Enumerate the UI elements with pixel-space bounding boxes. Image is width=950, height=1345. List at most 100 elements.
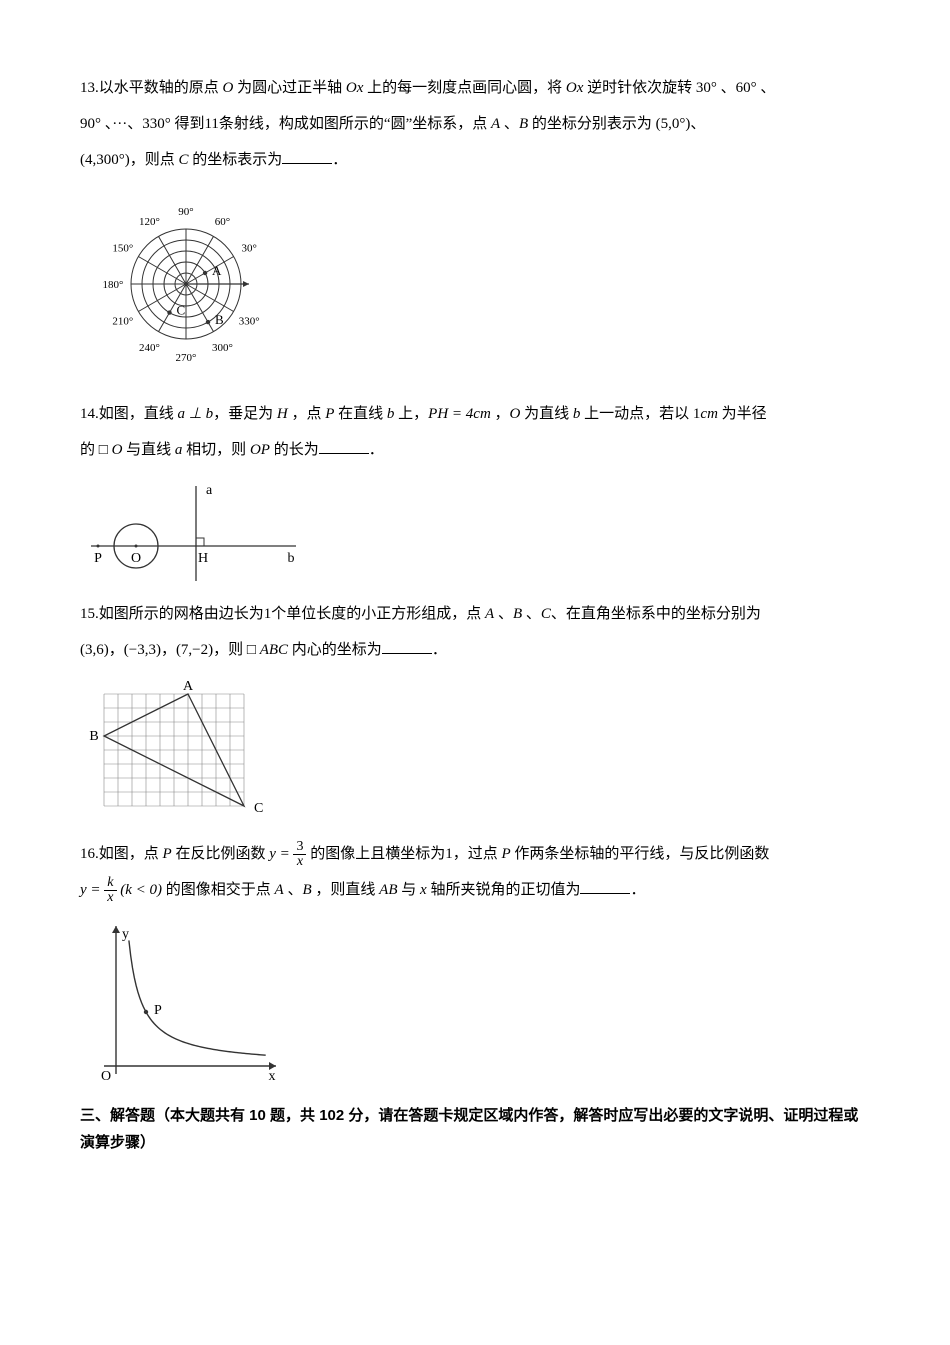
t: 如图，点	[99, 846, 163, 862]
den: x	[293, 855, 306, 870]
t: 以水平数轴的原点	[99, 80, 223, 96]
t: ．	[432, 642, 447, 658]
q15-num: 15.	[80, 606, 99, 622]
x: x	[420, 882, 427, 898]
blank-14[interactable]	[319, 438, 369, 454]
t: 上一动点，若以 1	[580, 406, 700, 422]
svg-text:B: B	[89, 729, 98, 744]
P2: P	[502, 846, 511, 862]
t: ，点	[288, 406, 326, 422]
svg-text:C: C	[177, 303, 186, 318]
t: 内心的坐标为	[288, 642, 382, 658]
t: 与直线	[122, 442, 175, 458]
svg-text:B: B	[215, 312, 224, 327]
svg-text:P: P	[154, 1003, 162, 1018]
num: 3	[293, 840, 306, 855]
sym-B: B	[519, 116, 528, 132]
num: k	[104, 876, 116, 891]
t: ．	[332, 152, 347, 168]
question-15: 15.如图所示的网格由边长为1个单位长度的小正方形组成，点 A 、B 、C、在直…	[80, 596, 870, 668]
PH: PH = 4cm	[428, 406, 491, 422]
t: 、	[494, 606, 513, 622]
t: 作两条坐标轴的平行线，与反比例函数	[511, 846, 770, 862]
frac1: 3x	[293, 840, 306, 870]
svg-text:H: H	[198, 551, 208, 566]
t: 为圆心过正半轴	[233, 80, 346, 96]
svg-text:O: O	[131, 551, 141, 566]
question-16: 16.如图，点 P 在反比例函数 y = 3x 的图像上且横坐标为1，过点 P …	[80, 836, 870, 908]
svg-text:30°: 30°	[242, 243, 257, 255]
question-13: 13.以水平数轴的原点 O 为圆心过正半轴 Ox 上的每一刻度点画同心圆，将 O…	[80, 70, 870, 178]
cond: (k < 0)	[120, 882, 162, 898]
blank-16[interactable]	[580, 878, 630, 894]
svg-text:x: x	[269, 1069, 276, 1084]
t: 上，	[394, 406, 428, 422]
q13-num: 13.	[80, 80, 99, 96]
cm: cm	[700, 406, 718, 422]
t: 的坐标分别表示为 (5,0°)、	[528, 116, 705, 132]
t: ，垂足为	[213, 406, 277, 422]
t: 90° 、···、330° 得到11条射线，构成如图所示的“圆”坐标系，点	[80, 116, 491, 132]
t: 上的每一刻度点画同心圆，将	[363, 80, 566, 96]
t: 为直线	[520, 406, 573, 422]
P: P	[325, 406, 334, 422]
A: A	[485, 606, 494, 622]
t: 在直线	[334, 406, 387, 422]
t: 的长为	[270, 442, 319, 458]
t: ．	[369, 442, 384, 458]
t: ．	[630, 882, 645, 898]
perpendicular-diagram: POHab	[86, 476, 306, 586]
svg-text:240°: 240°	[139, 342, 160, 354]
sym-Ox: Ox	[346, 80, 364, 96]
svg-text:180°: 180°	[103, 279, 124, 291]
t: 为半径	[718, 406, 767, 422]
P: P	[163, 846, 172, 862]
sym-C: C	[179, 152, 189, 168]
svg-text:P: P	[94, 551, 102, 566]
perp: a ⊥ b	[178, 406, 214, 422]
svg-text:210°: 210°	[112, 316, 133, 328]
t: 的图像上且横坐标为1，过点	[306, 846, 501, 862]
ABC: ABC	[260, 642, 288, 658]
figure-16: PyxO	[86, 916, 870, 1086]
blank-15[interactable]	[382, 638, 432, 654]
t: 如图，直线	[99, 406, 178, 422]
t: 、	[522, 606, 541, 622]
B: B	[302, 882, 311, 898]
t: 与	[398, 882, 421, 898]
svg-text:90°: 90°	[178, 206, 193, 218]
hyperbola-diagram: PyxO	[86, 916, 286, 1086]
t: 、在直角坐标系中的坐标分别为	[551, 606, 761, 622]
blank-13[interactable]	[282, 148, 332, 164]
frac2: kx	[104, 876, 116, 906]
question-14: 14.如图，直线 a ⊥ b，垂足为 H ，点 P 在直线 b 上，PH = 4…	[80, 396, 870, 468]
svg-text:270°: 270°	[176, 352, 197, 364]
H: H	[277, 406, 288, 422]
t: 在反比例函数	[172, 846, 270, 862]
B: B	[513, 606, 522, 622]
svg-text:120°: 120°	[139, 216, 160, 228]
t: 轴所夹锐角的正切值为	[427, 882, 581, 898]
grid-triangle-diagram: A B C	[86, 676, 266, 826]
svg-text:O: O	[101, 1069, 111, 1084]
svg-text:330°: 330°	[239, 316, 260, 328]
t: 的 □	[80, 442, 112, 458]
OP: OP	[250, 442, 270, 458]
q16-num: 16.	[80, 846, 99, 862]
sym-O: O	[223, 80, 234, 96]
svg-text:300°: 300°	[212, 342, 233, 354]
svg-text:C: C	[254, 801, 263, 816]
y2: y =	[80, 882, 104, 898]
t: ，则直线	[312, 882, 380, 898]
polar-diagram: 30°60°90°120°150°180°210°240°270°300°330…	[86, 186, 296, 386]
figure-15: A B C	[86, 676, 870, 826]
C: C	[541, 606, 551, 622]
svg-text:A: A	[183, 679, 194, 694]
t: 的图像相交于点	[162, 882, 275, 898]
O: O	[510, 406, 521, 422]
A: A	[275, 882, 284, 898]
den: x	[104, 891, 116, 906]
sym-A: A	[491, 116, 500, 132]
AB: AB	[379, 882, 397, 898]
q14-num: 14.	[80, 406, 99, 422]
